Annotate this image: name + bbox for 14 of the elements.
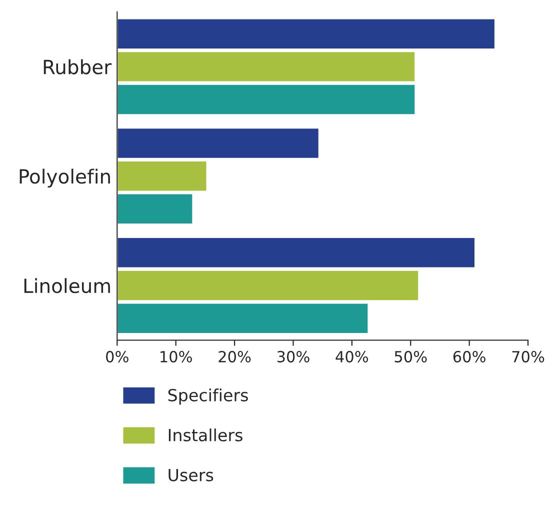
x-tick-label: 20% bbox=[218, 350, 251, 362]
x-tick-label: 10% bbox=[160, 350, 192, 362]
y-tick-label: Rubber bbox=[44, 59, 112, 74]
legend-label: Users bbox=[168, 468, 214, 482]
legend-label: Installers bbox=[168, 428, 242, 442]
x-tick-label: 60% bbox=[453, 350, 486, 362]
y-tick-label: Polyolefin bbox=[20, 168, 110, 188]
x-tick-label: 40% bbox=[336, 350, 368, 362]
x-tick-label: 70% bbox=[512, 350, 544, 362]
x-tick-label: 50% bbox=[394, 350, 427, 362]
x-tick-label: 30% bbox=[277, 350, 310, 362]
y-tick-label: Linoleum bbox=[24, 278, 110, 294]
x-tick-label: 0% bbox=[106, 350, 128, 362]
legend-label: Specifiers bbox=[168, 388, 248, 405]
